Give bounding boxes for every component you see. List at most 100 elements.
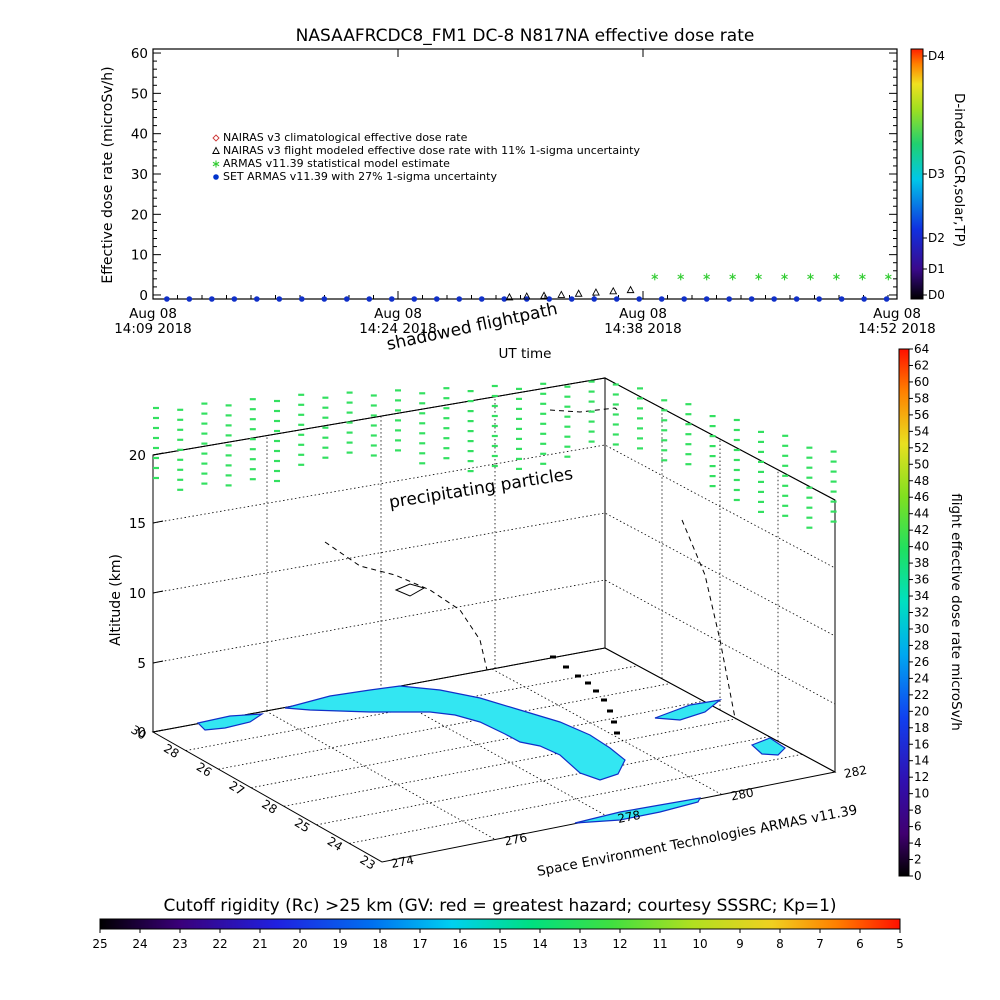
longitude-tick-label: 274 — [390, 853, 415, 871]
dose-rate-tick-label: 10 — [914, 787, 929, 801]
d-index-label: D-index (GCR,solar,TP) — [951, 93, 967, 247]
longitude-tick-label: 282 — [843, 763, 868, 781]
series-point — [343, 296, 350, 302]
series-point — [859, 273, 866, 281]
series-point — [781, 273, 788, 281]
credit-text: Space Environment Technologies ARMAS v11… — [536, 802, 859, 880]
series-point — [807, 273, 814, 281]
latitude-tick-label: 24 — [325, 834, 345, 854]
land-masses — [196, 685, 786, 824]
series-point — [276, 296, 283, 302]
d-index-tick-label: D1 — [928, 262, 945, 276]
dose-rate-tick-label: 44 — [914, 507, 929, 521]
legend-label: NAIRAS v3 flight modeled effective dose … — [223, 144, 640, 157]
dose-rate-tick-label: 42 — [914, 523, 929, 537]
cutoff-rigidity-tick-label: 19 — [332, 937, 347, 951]
precipitating-particle-dashes — [153, 380, 837, 529]
y-tick-label: 60 — [131, 46, 148, 62]
dose-rate-tick-label: 60 — [914, 375, 929, 389]
series-point — [861, 296, 867, 302]
cutoff-rigidity-colorbar: Cutoff rigidity (Rc) >25 km (GV: red = g… — [92, 896, 903, 951]
altitude-tick-label: 15 — [129, 516, 146, 532]
series-point — [636, 296, 642, 302]
longitude-ticks: 274 276 278 280 282 — [390, 763, 868, 871]
d-index-colorbar: D0 D1 D2 D3 D4 D-index (GCR,solar,TP) — [910, 48, 967, 302]
gulf-coast-land — [196, 713, 265, 731]
latitude-tick-label: 26 — [194, 760, 214, 780]
series-point — [433, 296, 440, 302]
series-point — [164, 296, 170, 302]
x-tick-time: 14:52 2018 — [858, 321, 936, 337]
dose-rate-tick-label: 22 — [914, 688, 929, 702]
x-tick-time: 14:24 2018 — [359, 321, 437, 337]
dose-rate-tick-label: 8 — [914, 803, 922, 817]
dose-rate-tick-label: 50 — [914, 457, 929, 471]
cutoff-rigidity-tick-label: 6 — [856, 937, 864, 951]
floor-lat-grid — [185, 665, 638, 751]
series-point — [209, 296, 215, 302]
cutoff-rigidity-tick-label: 12 — [612, 937, 627, 951]
series-point — [658, 296, 665, 302]
dose-rate-colorbar: 0246810121416182022242628303234363840424… — [898, 342, 964, 883]
dose-rate-tick-label: 30 — [914, 622, 929, 636]
series-point — [299, 296, 305, 302]
series-point — [885, 273, 892, 281]
dose-rate-tick-label: 20 — [914, 704, 929, 718]
cutoff-rigidity-tick-label: 25 — [92, 937, 107, 951]
series-point — [729, 273, 736, 281]
dose-rate-tick-label: 32 — [914, 606, 929, 620]
flightpath-altitude — [324, 541, 488, 671]
series-point — [321, 296, 328, 302]
legend-marker — [212, 160, 220, 168]
flightpath-projection — [681, 519, 736, 719]
dose-rate-tick-label: 14 — [914, 754, 929, 768]
series-point — [838, 296, 845, 302]
series-point — [254, 296, 260, 302]
altitude-tick — [152, 590, 164, 594]
shadowed-flightpath-marks — [550, 655, 620, 735]
series-point — [626, 285, 635, 294]
series-point — [677, 273, 685, 281]
altitude-tick-label: 5 — [137, 656, 146, 672]
altitude-grid-line — [152, 444, 836, 569]
d-index-tick-label: D0 — [928, 288, 945, 302]
y-tick-label: 40 — [131, 127, 148, 143]
floor-lat-grid — [251, 700, 704, 789]
dose-rate-colorbar-gradient — [898, 348, 910, 877]
series-point — [186, 296, 193, 302]
x-tick-time: 14:38 2018 — [604, 321, 682, 337]
cutoff-rigidity-title: Cutoff rigidity (Rc) >25 km (GV: red = g… — [163, 896, 836, 916]
dose-rate-ticks: 0246810121416182022242628303234363840424… — [909, 342, 929, 883]
longitude-tick-label: 278 — [616, 808, 641, 826]
latitude-tick-label: 28 — [259, 797, 279, 817]
cutoff-rigidity-tick-label: 20 — [292, 937, 307, 951]
dose-rate-tick-label: 48 — [914, 474, 929, 488]
figure-title: NASAAFRCDC8_FM1 DC-8 N817NA effective do… — [296, 26, 755, 46]
altitude-grid-line — [152, 579, 836, 705]
dose-rate-tick-label: 54 — [914, 424, 929, 438]
altitude-tick — [152, 729, 164, 733]
data-series — [164, 273, 892, 302]
cutoff-rigidity-tick-label: 5 — [896, 937, 904, 951]
cutoff-rigidity-tick-label: 14 — [532, 937, 547, 951]
dose-rate-tick-label: 58 — [914, 391, 929, 405]
flightpath-high — [549, 407, 621, 413]
series-point — [456, 296, 463, 302]
altitude-tick-label: 20 — [129, 448, 146, 464]
d-index-ticks: D0 D1 D2 D3 D4 — [923, 49, 945, 302]
altitude-grid-line — [152, 512, 836, 637]
altitude-tick-label: 0 — [137, 725, 146, 741]
cutoff-rigidity-tick-label: 23 — [172, 937, 187, 951]
series-point — [609, 286, 618, 295]
altitude-tick — [152, 520, 164, 524]
dose-rate-tick-label: 6 — [914, 820, 922, 834]
dose-rate-tick-label: 24 — [914, 671, 929, 685]
altitude-tick — [152, 452, 164, 456]
y-axis-label: Effective dose rate (microSv/h) — [100, 66, 116, 283]
altitude-tick-label: 10 — [129, 586, 146, 602]
y-tick-label: 0 — [139, 288, 148, 304]
aircraft-marker — [394, 583, 426, 597]
